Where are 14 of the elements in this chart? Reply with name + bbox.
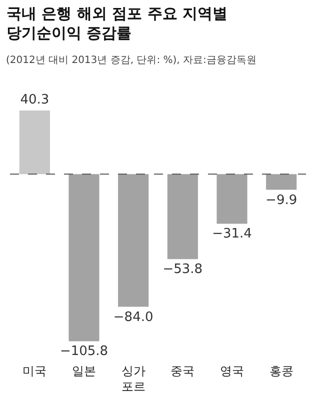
x-tick-label: 영국 bbox=[220, 364, 244, 378]
data-label: −9.9 bbox=[266, 192, 298, 208]
data-label: −53.8 bbox=[162, 262, 203, 278]
x-tick-label: 싱가포르 bbox=[121, 364, 146, 394]
data-label: −31.4 bbox=[212, 226, 252, 242]
x-tick-label: 홍콩 bbox=[269, 364, 294, 378]
x-tick-label: 일본 bbox=[72, 364, 96, 378]
chart-title: 국내 은행 해외 점포 주요 지역별 당기순이익 증감률 bbox=[6, 4, 228, 42]
data-label: 40.3 bbox=[20, 92, 50, 108]
x-tick-label: 중국 bbox=[170, 364, 195, 378]
chart-subtitle: (2012년 대비 2013년 증감, 단위: %), 자료:금융감독원 bbox=[6, 55, 256, 66]
data-label: −105.8 bbox=[60, 344, 108, 360]
data-label: −84.0 bbox=[113, 310, 154, 325]
x-tick-label: 미국 bbox=[22, 364, 47, 378]
